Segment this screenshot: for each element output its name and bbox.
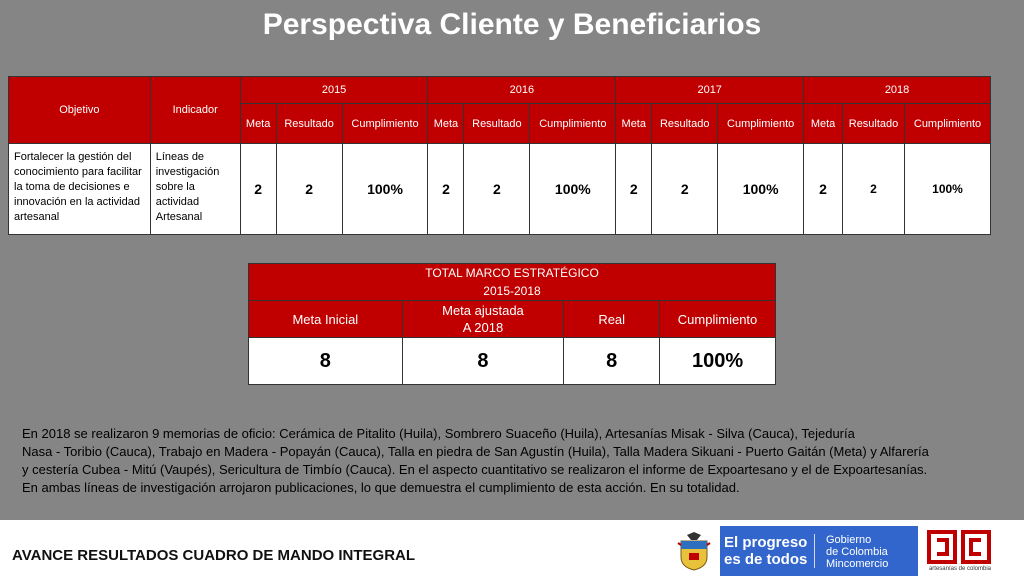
gov-line: Gobierno bbox=[826, 534, 872, 546]
meta-header: Meta bbox=[615, 103, 653, 144]
meta-inicial-header: Meta Inicial bbox=[248, 300, 403, 338]
table-row: Fortalecer la gestión del conocimiento p… bbox=[8, 143, 991, 235]
objetivo-cell: Fortalecer la gestión del conocimiento p… bbox=[8, 143, 151, 235]
resultado-cell: 2 bbox=[842, 143, 905, 235]
resultado-header: Resultado bbox=[275, 103, 343, 144]
indicador-cell: Líneas de investigación sobre la activid… bbox=[149, 143, 241, 235]
meta-ajustada-header: Meta ajustada A 2018 bbox=[401, 300, 565, 338]
indicador-header: Indicador bbox=[149, 76, 241, 144]
year-header: 2015 bbox=[239, 76, 429, 104]
summary-paragraph: En 2018 se realizaron 9 memorias de ofic… bbox=[22, 425, 1012, 497]
slogan-line: El progreso bbox=[724, 534, 808, 551]
total-caption: TOTAL MARCO ESTRATÉGICO 2015-2018 bbox=[248, 263, 776, 301]
meta-cell: 2 bbox=[803, 143, 844, 235]
objetivo-header: Objetivo bbox=[8, 76, 151, 144]
gov-line: de Colombia bbox=[826, 546, 888, 558]
summary-line: y cestería Cubea - Mitú (Vaupés), Sericu… bbox=[22, 462, 928, 477]
colombia-coat-of-arms-icon bbox=[668, 526, 720, 576]
cumplimiento-cell: 100% bbox=[717, 143, 805, 235]
cumplimiento-cell: 100% bbox=[529, 143, 617, 235]
total-strategic-table: TOTAL MARCO ESTRATÉGICO 2015-2018 Meta I… bbox=[248, 263, 776, 385]
real-header: Real bbox=[563, 300, 661, 338]
resultado-cell: 2 bbox=[651, 143, 719, 235]
meta-header: Meta bbox=[427, 103, 465, 144]
logo-caption: artesanías de colombia bbox=[928, 566, 992, 572]
resultado-header: Resultado bbox=[463, 103, 531, 144]
meta-ajustada-value: 8 bbox=[401, 337, 565, 385]
banner-divider bbox=[814, 534, 815, 568]
meta-header: Meta bbox=[239, 103, 277, 144]
total-caption-line1: TOTAL MARCO ESTRATÉGICO bbox=[425, 266, 599, 280]
cumplimiento-cell: 100% bbox=[341, 143, 429, 235]
cumplimiento-cell: 100% bbox=[904, 143, 991, 235]
artesanias-de-colombia-logo bbox=[927, 530, 991, 564]
summary-line: Nasa - Toribio (Cauca), Trabajo en Mader… bbox=[22, 444, 929, 459]
cumplimiento-header: Cumplimiento bbox=[341, 103, 429, 144]
total-values-row: 8 8 8 100% bbox=[248, 337, 776, 385]
cumplimiento-value: 100% bbox=[659, 337, 776, 385]
meta-cell: 2 bbox=[615, 143, 653, 235]
meta-header: Meta bbox=[803, 103, 844, 144]
total-caption-line2: 2015-2018 bbox=[483, 284, 541, 298]
gov-line: Mincomercio bbox=[826, 558, 889, 570]
total-header-row: Meta Inicial Meta ajustada A 2018 Real C… bbox=[248, 300, 776, 338]
government-banner: El progreso es de todos Gobierno de Colo… bbox=[668, 526, 918, 576]
cumplimiento-header: Cumplimiento bbox=[717, 103, 805, 144]
subheader-row: Meta Resultado Cumplimiento Meta Resulta… bbox=[8, 103, 991, 144]
resultado-header: Resultado bbox=[651, 103, 719, 144]
meta-inicial-value: 8 bbox=[248, 337, 403, 385]
cumplimiento-header: Cumplimiento bbox=[529, 103, 617, 144]
year-header: 2018 bbox=[803, 76, 991, 104]
slogan-text: El progreso es de todos bbox=[724, 534, 819, 568]
meta-cell: 2 bbox=[239, 143, 277, 235]
year-header-row: Objetivo Indicador 2015 2016 2017 2018 bbox=[8, 76, 991, 144]
footer-title: AVANCE RESULTADOS CUADRO DE MANDO INTEGR… bbox=[12, 547, 416, 564]
resultado-header: Resultado bbox=[842, 103, 905, 144]
real-value: 8 bbox=[563, 337, 661, 385]
meta-ajustada-line2: A 2018 bbox=[462, 320, 504, 335]
summary-line: En 2018 se realizaron 9 memorias de ofic… bbox=[22, 426, 855, 441]
year-header: 2017 bbox=[615, 76, 805, 104]
indicator-table: Objetivo Indicador 2015 2016 2017 2018 M… bbox=[8, 76, 991, 235]
meta-ajustada-line1: Meta ajustada bbox=[442, 303, 524, 318]
meta-cell: 2 bbox=[427, 143, 465, 235]
resultado-cell: 2 bbox=[275, 143, 343, 235]
government-name: Gobierno de Colombia Mincomercio bbox=[826, 534, 916, 570]
year-header: 2016 bbox=[427, 76, 617, 104]
slogan-line: es de todos bbox=[724, 551, 808, 568]
summary-line: En ambas líneas de investigación arrojar… bbox=[22, 480, 740, 495]
resultado-cell: 2 bbox=[463, 143, 531, 235]
page-title: Perspectiva Cliente y Beneficiarios bbox=[262, 8, 762, 41]
cumplimiento-header: Cumplimiento bbox=[904, 103, 991, 144]
cumplimiento-header: Cumplimiento bbox=[659, 300, 776, 338]
